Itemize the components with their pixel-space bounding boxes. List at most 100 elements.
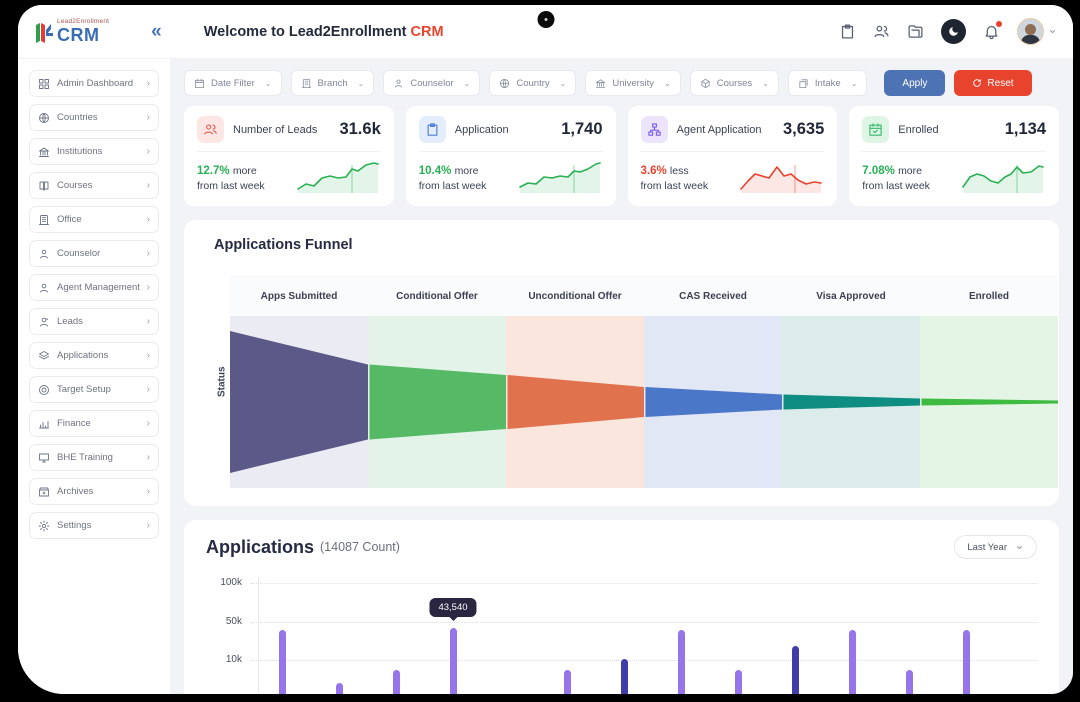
chevron-down-icon xyxy=(1049,30,1056,34)
sidebar-item-label: Office xyxy=(57,214,82,225)
users-icon[interactable] xyxy=(873,23,890,40)
user-menu[interactable] xyxy=(1017,18,1057,45)
sparkline-up xyxy=(962,165,1044,193)
chevron-right-icon: › xyxy=(146,112,150,123)
bar-tooltip: 43,540 xyxy=(429,598,477,622)
sidebar-item-bhe-training[interactable]: BHE Training › xyxy=(29,444,159,471)
sidebar-item-institutions[interactable]: Institutions › xyxy=(29,138,159,165)
filter-chip-intake[interactable]: Intake ⌄ xyxy=(787,70,868,96)
bar-1[interactable] xyxy=(335,683,343,694)
stat-period: from last week xyxy=(418,179,487,192)
stat-card-application: Application 1,740 10.4% more from last week xyxy=(405,106,616,206)
page-title: Welcome to Lead2Enrollment CRM xyxy=(203,23,444,40)
filter-chip-courses[interactable]: Courses ⌄ xyxy=(689,70,779,96)
stat-delta: 10.4% more xyxy=(418,164,479,177)
funnel-stage-labels: Apps Submitted Conditional Offer Unconditi… xyxy=(230,285,1058,316)
chevron-down-icon: ⌄ xyxy=(850,78,858,88)
monitor-icon xyxy=(38,452,50,464)
calcheck-icon xyxy=(862,116,890,143)
sidebar-collapse-button[interactable]: « xyxy=(151,21,162,42)
applications-chart-title: Applications xyxy=(206,536,315,557)
filter-chip-label: Courses xyxy=(716,77,753,89)
app-logo[interactable]: Lead2Enrollment CRM xyxy=(34,19,109,44)
sidebar-item-settings[interactable]: Settings › xyxy=(29,512,159,539)
users-icon xyxy=(197,116,224,143)
sidebar-item-finance[interactable]: Finance › xyxy=(29,410,159,437)
sidebar-item-label: Admin Dashboard xyxy=(57,78,134,89)
gridline xyxy=(251,660,1037,661)
logo-big-text: CRM xyxy=(57,24,100,45)
person-icon xyxy=(38,282,50,294)
folder-icon[interactable] xyxy=(907,23,924,40)
chevron-right-icon: › xyxy=(146,452,150,463)
sidebar-item-agent-management[interactable]: Agent Management › xyxy=(29,274,159,301)
chevron-right-icon: › xyxy=(146,248,150,259)
stat-card-agent-application: Agent Application 3,635 3.6% less from last… xyxy=(627,106,838,206)
stat-delta: 7.08% more xyxy=(862,164,922,177)
sidebar-item-courses[interactable]: Courses › xyxy=(29,172,159,199)
funnel-stage-label: CAS Received xyxy=(679,291,747,302)
dark-mode-toggle[interactable] xyxy=(941,19,966,44)
range-selector-dropdown[interactable]: Last Year xyxy=(954,535,1037,559)
funnel-segment-1 xyxy=(369,364,506,440)
sparkline-down xyxy=(740,165,823,193)
calendar-icon xyxy=(194,78,205,89)
filter-chip-university[interactable]: University ⌄ xyxy=(585,70,681,96)
apply-button[interactable]: Apply xyxy=(884,70,946,96)
chevron-right-icon: › xyxy=(146,350,150,361)
sidebar-item-admin-dashboard[interactable]: Admin Dashboard › xyxy=(29,70,159,97)
filter-chip-counselor[interactable]: Counselor ⌄ xyxy=(383,70,481,96)
sidebar-item-archives[interactable]: Archives › xyxy=(29,478,159,505)
stat-value: 3,635 xyxy=(782,120,825,138)
y-tick-label: 50k xyxy=(225,616,242,627)
bar-6[interactable] xyxy=(620,659,628,694)
funnel-segment-2 xyxy=(507,375,644,429)
bar-5[interactable] xyxy=(563,669,571,694)
y-tick-label: 100k xyxy=(220,577,242,588)
stat-period: from last week xyxy=(640,179,709,192)
bar-11[interactable] xyxy=(905,669,913,694)
sidebar-item-label: Institutions xyxy=(57,146,103,157)
sidebar-item-applications[interactable]: Applications › xyxy=(29,342,159,369)
bar-3[interactable] xyxy=(449,628,457,694)
funnel-shape[interactable] xyxy=(230,316,1058,488)
reset-button[interactable]: Reset xyxy=(954,70,1032,96)
sidebar-nav: Admin Dashboard › Countries › Institutions › C… xyxy=(18,59,170,694)
clipboard-icon[interactable] xyxy=(839,23,856,40)
chevron-right-icon: › xyxy=(146,282,150,293)
bar-0[interactable] xyxy=(278,629,286,694)
bar-2[interactable] xyxy=(392,669,400,694)
sidebar-item-office[interactable]: Office › xyxy=(29,206,159,233)
funnel-stage-label: Apps Submitted xyxy=(260,291,338,302)
bar-8[interactable] xyxy=(734,669,742,694)
funnel-stage-label: Visa Approved xyxy=(816,291,886,302)
bar-7[interactable] xyxy=(677,629,685,694)
sparkline-up xyxy=(296,162,379,193)
filter-chip-branch[interactable]: Branch ⌄ xyxy=(290,70,375,96)
stat-period: from last week xyxy=(862,179,930,192)
funnel-segment-5 xyxy=(921,398,1058,406)
y-tick-label: 10k xyxy=(225,654,242,665)
sidebar-item-countries[interactable]: Countries › xyxy=(29,104,159,131)
cube-icon xyxy=(700,78,711,89)
sidebar-item-label: Applications xyxy=(57,350,109,361)
person-icon xyxy=(38,248,50,260)
sidebar-item-counselor[interactable]: Counselor › xyxy=(29,240,159,267)
filter-chip-label: Country xyxy=(516,77,550,89)
sidebar-item-leads[interactable]: Leads › xyxy=(29,308,159,335)
sidebar-item-target-setup[interactable]: Target Setup › xyxy=(29,376,159,403)
stat-period: from last week xyxy=(197,179,265,192)
bar-9[interactable] xyxy=(791,645,799,694)
bar-12[interactable] xyxy=(962,629,970,694)
filter-chip-date-filter[interactable]: Date Filter ⌄ xyxy=(184,70,282,96)
bell-icon[interactable] xyxy=(983,21,1002,40)
filter-chip-label: Branch xyxy=(317,77,348,89)
funnel-stage-label: Enrolled xyxy=(968,291,1009,302)
funnel-segment-0 xyxy=(230,331,368,473)
stat-label: Enrolled xyxy=(898,123,939,136)
funnel-stage-label: Conditional Offer xyxy=(396,291,478,302)
device-camera-dot xyxy=(537,11,554,28)
bar-10[interactable] xyxy=(848,629,856,694)
filter-chip-country[interactable]: Country ⌄ xyxy=(489,70,577,96)
sparkline-up xyxy=(518,162,601,193)
